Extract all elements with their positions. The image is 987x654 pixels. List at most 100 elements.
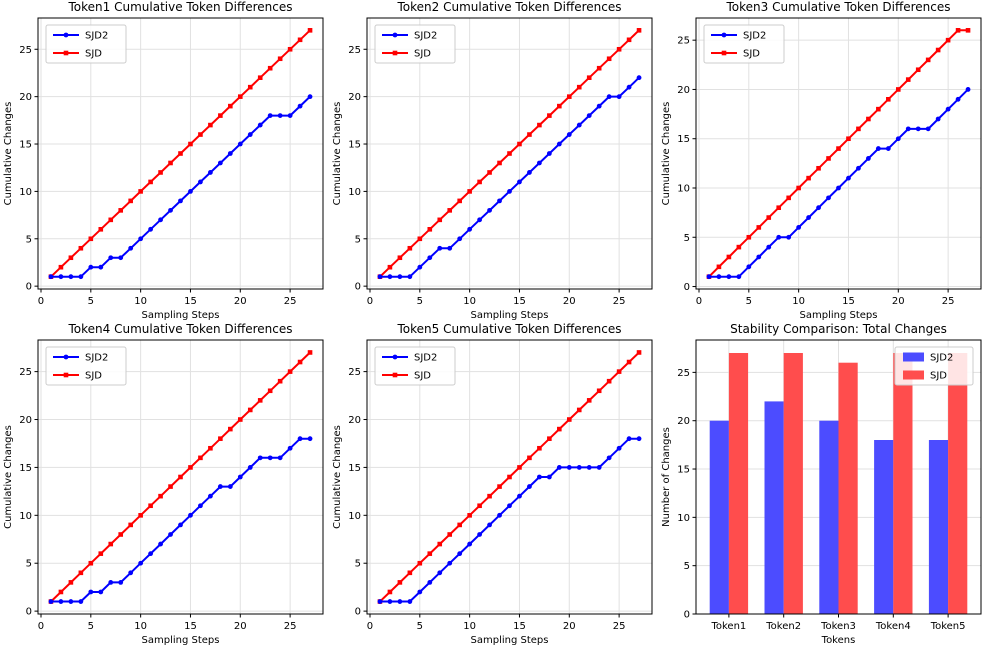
y-tick-label: 10 bbox=[19, 187, 32, 198]
y-tick-label: 20 bbox=[19, 92, 32, 103]
y-tick-label: 15 bbox=[348, 140, 361, 151]
x-tick-label: Token4 bbox=[875, 621, 911, 632]
bar-SJD2-Token5 bbox=[928, 440, 949, 614]
x-tick-label: 0 bbox=[696, 296, 702, 307]
chart-token3: 0 5 10 15 20 25 0 5 10 15 20 25 Token3 Cumulative To… bbox=[658, 0, 987, 320]
y-tick-label: 0 bbox=[26, 607, 32, 618]
y-tick-label: 20 bbox=[348, 415, 361, 426]
y-tick-label: 15 bbox=[677, 465, 690, 476]
chart-token4-svg: 0 5 10 15 20 25 0 5 10 15 20 25 Token4 Cumulative To… bbox=[3, 322, 324, 646]
x-tick-label: 0 bbox=[38, 296, 44, 307]
plot-frame bbox=[37, 17, 324, 290]
chart-title: Token1 Cumulative Token Differences bbox=[68, 0, 293, 14]
x-tick-label: 5 bbox=[746, 296, 752, 307]
series-SJD bbox=[48, 350, 313, 604]
y-tick-label: 10 bbox=[348, 187, 361, 198]
y-tick-label: 0 bbox=[355, 282, 361, 293]
y-tick-label: 15 bbox=[677, 134, 690, 145]
x-axis-label: Sampling Steps bbox=[471, 635, 549, 646]
legend-label-SJD2: SJD2 bbox=[930, 353, 953, 364]
x-tick-label: 10 bbox=[134, 621, 147, 632]
series-SJD2 bbox=[377, 436, 642, 604]
y-tick-label: 10 bbox=[677, 183, 690, 194]
y-tick-label: 25 bbox=[19, 367, 32, 378]
plot-frame bbox=[366, 17, 653, 290]
x-tick-label: 5 bbox=[88, 296, 94, 307]
x-tick-label: 0 bbox=[38, 621, 44, 632]
bar-SJD-Token3 bbox=[838, 362, 858, 614]
x-tick-label: 15 bbox=[513, 296, 526, 307]
legend-label-SJD: SJD bbox=[414, 49, 431, 60]
bar-SJD-Token1 bbox=[728, 353, 749, 614]
bar-series-SJD2 bbox=[709, 401, 949, 614]
chart-token5: 0 5 10 15 20 25 0 5 10 15 20 25 Token5 Cumulative To… bbox=[329, 320, 658, 654]
x-axis-label: Sampling Steps bbox=[471, 310, 549, 320]
chart-token1: 0 5 10 15 20 25 0 5 10 15 20 25 Token1 Cumulative To… bbox=[0, 0, 329, 320]
legend: SJD2 SJD bbox=[374, 24, 456, 64]
chart-title: Token2 Cumulative Token Differences bbox=[397, 0, 622, 14]
x-tick-label: 10 bbox=[792, 296, 805, 307]
x-tick-label: 0 bbox=[367, 296, 373, 307]
y-axis-label: Cumulative Changes bbox=[332, 102, 343, 206]
x-tick-label: 5 bbox=[417, 621, 423, 632]
y-tick-label: 0 bbox=[684, 610, 690, 621]
y-tick-label: 5 bbox=[26, 234, 32, 245]
y-tick-label: 25 bbox=[348, 45, 361, 56]
y-tick-label: 0 bbox=[26, 282, 32, 293]
x-tick-label: Token2 bbox=[765, 621, 801, 632]
axis-ticks bbox=[692, 371, 949, 618]
chart-token5-svg: 0 5 10 15 20 25 0 5 10 15 20 25 Token5 Cumulative To… bbox=[332, 322, 653, 646]
legend: SJD2 SJD bbox=[45, 346, 127, 386]
bar-SJD-Token2 bbox=[783, 353, 803, 614]
series-SJD2 bbox=[377, 75, 642, 280]
y-tick-label: 5 bbox=[355, 559, 361, 570]
legend-label-SJD: SJD bbox=[85, 49, 102, 60]
chart-stability-comparison: 0 5 10 15 20 25 Token1 Token2 Token3 Token4 Token5… bbox=[658, 320, 987, 654]
legend-swatch-SJD2 bbox=[903, 352, 924, 362]
legend-label-SJD: SJD bbox=[930, 371, 947, 382]
y-tick-label: 15 bbox=[19, 140, 32, 151]
legend-label-SJD2: SJD2 bbox=[414, 353, 437, 364]
chart-token2-svg: 0 5 10 15 20 25 0 5 10 15 20 25 Token2 Cumulative To… bbox=[332, 0, 653, 320]
x-tick-label: 20 bbox=[563, 296, 576, 307]
y-tick-label: 5 bbox=[684, 233, 690, 244]
y-tick-label: 5 bbox=[26, 559, 32, 570]
chart-token4: 0 5 10 15 20 25 0 5 10 15 20 25 Token4 Cumulative To… bbox=[0, 320, 329, 654]
x-tick-label: 15 bbox=[513, 621, 526, 632]
plot-frame bbox=[37, 339, 324, 615]
y-axis-label: Cumulative Changes bbox=[3, 425, 14, 529]
y-axis-label: Number of Changes bbox=[661, 427, 672, 527]
figure-row-1: 0 5 10 15 20 25 0 5 10 15 20 25 Token1 Cumulative To… bbox=[0, 0, 987, 320]
x-tick-label: Token3 bbox=[820, 621, 856, 632]
legend: SJD2 SJD bbox=[894, 346, 974, 386]
legend-label-SJD: SJD bbox=[743, 49, 760, 60]
series-SJD bbox=[706, 28, 971, 279]
x-tick-label: 10 bbox=[463, 621, 476, 632]
bar-SJD2-Token4 bbox=[874, 440, 894, 614]
chart-token2: 0 5 10 15 20 25 0 5 10 15 20 25 Token2 Cumulative To… bbox=[329, 0, 658, 320]
y-tick-label: 20 bbox=[677, 85, 690, 96]
series-SJD2 bbox=[706, 87, 971, 280]
y-tick-label: 15 bbox=[348, 463, 361, 474]
chart-title: Stability Comparison: Total Changes bbox=[730, 322, 947, 336]
chart-token1-svg: 0 5 10 15 20 25 0 5 10 15 20 25 Token1 Cumulative To… bbox=[3, 0, 324, 320]
legend-label-SJD2: SJD2 bbox=[85, 353, 108, 364]
y-tick-label: 25 bbox=[348, 367, 361, 378]
x-axis-label: Tokens bbox=[821, 635, 856, 646]
y-tick-label: 0 bbox=[355, 607, 361, 618]
figure-row-2: 0 5 10 15 20 25 0 5 10 15 20 25 Token4 Cumulative To… bbox=[0, 320, 987, 654]
x-tick-label: 25 bbox=[284, 621, 297, 632]
y-tick-label: 0 bbox=[684, 282, 690, 293]
chart-title: Token5 Cumulative Token Differences bbox=[397, 322, 622, 336]
series-SJD bbox=[48, 28, 313, 279]
x-tick-label: 10 bbox=[134, 296, 147, 307]
x-tick-label: 0 bbox=[367, 621, 373, 632]
y-tick-label: 20 bbox=[19, 415, 32, 426]
y-tick-label: 25 bbox=[677, 36, 690, 47]
axis-ticks bbox=[34, 371, 291, 618]
y-axis-label: Cumulative Changes bbox=[661, 102, 672, 206]
x-tick-label: 25 bbox=[284, 296, 297, 307]
chart-title: Token3 Cumulative Token Differences bbox=[726, 0, 951, 14]
chart-stability-comparison-svg: 0 5 10 15 20 25 Token1 Token2 Token3 Token4 Token5… bbox=[661, 322, 982, 646]
